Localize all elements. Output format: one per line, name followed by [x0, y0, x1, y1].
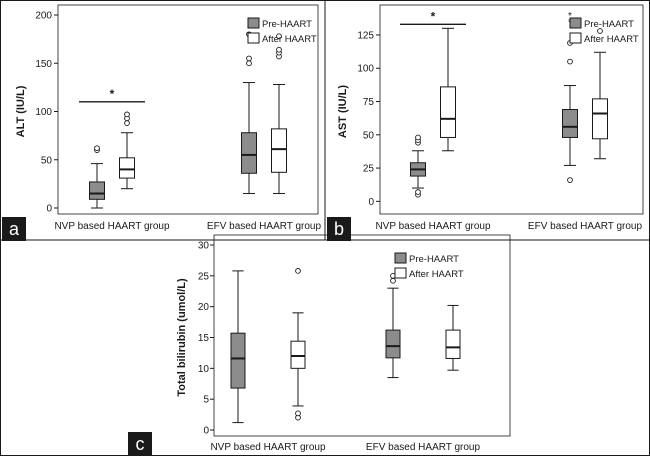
- category-label: NVP based HAART group: [54, 221, 170, 232]
- y-tick-label: 25: [363, 164, 375, 175]
- outlier-point: [246, 55, 252, 62]
- y-tick-label: 25: [198, 271, 210, 282]
- y-tick-label: 100: [35, 107, 52, 118]
- significance-marker: *: [431, 9, 436, 23]
- plot-area-c: [213, 234, 511, 437]
- category-label: EFV based HAART group: [366, 442, 481, 453]
- plot-area-a: [57, 4, 319, 215]
- y-tick-label: 20: [198, 302, 210, 313]
- outlier-point: [597, 28, 603, 34]
- chart-panel-a: 0 50 100 150 200 ALT (IU/L) NVP based HAART gr…: [15, 4, 322, 232]
- outlier-point: [94, 145, 100, 152]
- y-tick-label: 125: [357, 30, 374, 41]
- legend-swatch: [247, 32, 260, 44]
- box-pre-0: [410, 134, 426, 198]
- plot-area-b: [379, 4, 644, 215]
- outlier-point: [567, 177, 573, 183]
- legend-label: Pre-HAART: [262, 19, 312, 30]
- legend-label: After HAART: [584, 34, 639, 45]
- box-pre-1: [385, 272, 401, 379]
- outlier-point: [295, 410, 301, 417]
- y-tick-label: 50: [41, 155, 53, 166]
- outlier-point: [124, 120, 130, 126]
- outlier-point: [415, 134, 421, 141]
- legend-label: After HAART: [409, 269, 464, 280]
- legend-label: Pre-HAART: [584, 19, 634, 30]
- outlier-point: [295, 268, 301, 274]
- box-after-1: [592, 28, 608, 160]
- box-body: [440, 86, 456, 138]
- legend-swatch: [394, 252, 407, 264]
- outlier-point: [390, 277, 396, 284]
- category-label: EFV based HAART group: [207, 221, 322, 232]
- significance-marker: *: [110, 87, 115, 101]
- chart-panel-c: 0 5 10 15 20 25 30 Total bilirubin (umol/L) NVP …: [176, 234, 511, 453]
- legend-label: After HAART: [262, 34, 317, 45]
- y-tick-label: 100: [357, 64, 374, 75]
- box-body: [290, 340, 306, 369]
- box-after-1: [271, 33, 287, 195]
- panel-label-c: c: [128, 432, 152, 456]
- outlier-point: [124, 111, 130, 118]
- panel-label-b: b: [327, 217, 351, 241]
- y-tick-label: 75: [363, 97, 375, 108]
- box-body: [385, 329, 401, 359]
- y-tick-label: 50: [363, 130, 375, 141]
- y-tick-label: 150: [35, 59, 52, 70]
- y-tick-label: 0: [368, 197, 374, 208]
- extreme-point: *: [568, 11, 572, 22]
- legend-swatch: [247, 17, 260, 29]
- legend-label: Pre-HAART: [409, 254, 459, 265]
- y-tick-label: 200: [35, 11, 52, 22]
- category-label: EFV based HAART group: [528, 221, 643, 232]
- box-body: [271, 128, 287, 173]
- box-body: [241, 132, 257, 174]
- outlier-point: [246, 60, 252, 67]
- y-axis-label: ALT (IU/L): [15, 85, 27, 137]
- box-body: [230, 332, 246, 389]
- y-tick-label: 5: [203, 395, 209, 406]
- box-body: [119, 157, 135, 179]
- y-tick-label: 0: [203, 426, 209, 437]
- box-after-1: [445, 304, 461, 371]
- box-body: [89, 181, 105, 200]
- box-body: [562, 109, 578, 138]
- category-label: NVP based HAART group: [210, 442, 326, 453]
- legend-swatch: [569, 17, 582, 29]
- outlier-point: [276, 33, 282, 40]
- y-axis-label: AST (IU/L): [337, 85, 349, 138]
- outlier-point: [415, 189, 421, 195]
- box-pre-0: [230, 270, 246, 424]
- y-tick-label: 30: [198, 241, 210, 252]
- box-pre-0: [89, 145, 105, 209]
- panel-label-a: a: [2, 217, 26, 241]
- outlier-point: [567, 58, 573, 65]
- box-after-0: [290, 268, 306, 421]
- y-tick-label: 0: [46, 204, 52, 215]
- category-label: NVP based HAART group: [375, 221, 491, 232]
- y-axis-label: Total bilirubin (umol/L): [176, 278, 188, 397]
- y-tick-label: 10: [198, 364, 210, 375]
- chart-panel-b: 0 25 50 75 100 125 AST (IU/L) NVP based HAART g…: [337, 4, 644, 232]
- y-tick-label: 15: [198, 333, 210, 344]
- legend-swatch: [394, 267, 407, 279]
- box-after-0: [440, 27, 456, 152]
- legend-swatch: [569, 32, 582, 44]
- box-after-0: [119, 111, 135, 190]
- box-body: [445, 329, 461, 359]
- box-body: [592, 98, 608, 140]
- outlier-point: [276, 46, 282, 53]
